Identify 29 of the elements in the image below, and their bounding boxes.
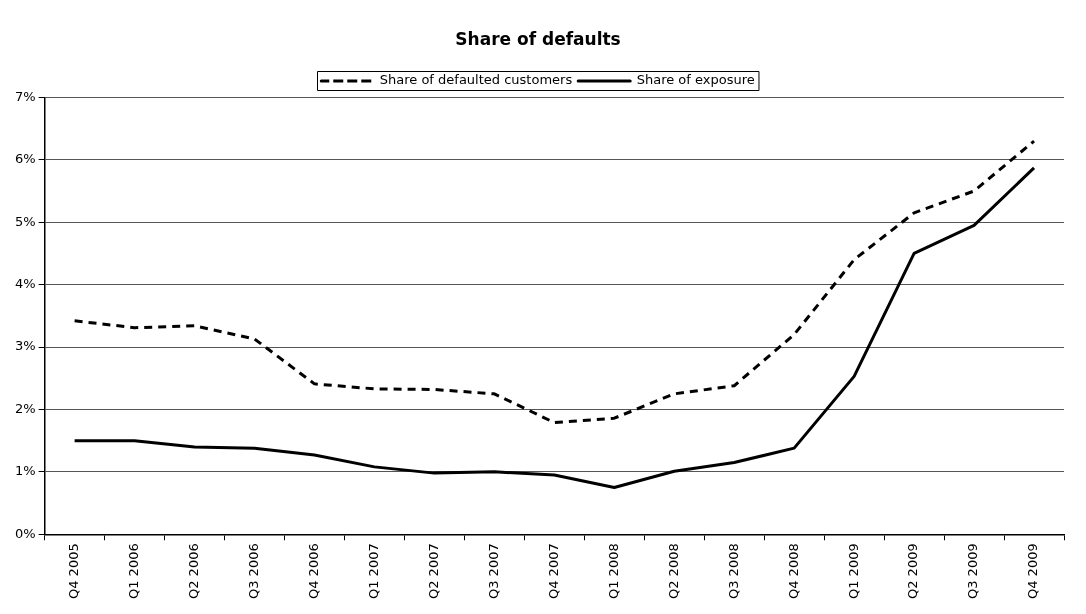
x-tick-label: Q1 2008 <box>605 543 621 600</box>
y-tick-label: 7% <box>15 88 36 104</box>
x-tick-label: Q3 2007 <box>485 543 501 600</box>
x-tick-label: Q2 2008 <box>665 543 681 600</box>
y-tick-label: 1% <box>15 463 36 479</box>
y-tick-label: 2% <box>15 400 36 416</box>
x-tick-label: Q2 2009 <box>905 543 921 600</box>
x-tick-label: Q1 2007 <box>365 543 381 600</box>
x-tick-label: Q4 2008 <box>785 543 801 600</box>
legend-label: Share of defaulted customers <box>379 72 573 88</box>
legend-label: Share of exposure <box>636 72 755 88</box>
x-tick-label: Q1 2009 <box>845 543 861 600</box>
y-tick-label: 3% <box>15 338 36 354</box>
x-tick-label: Q4 2005 <box>65 543 81 600</box>
chart-title: Share of defaults <box>455 28 621 49</box>
x-tick-label: Q2 2007 <box>425 543 441 600</box>
x-tick-label: Q1 2006 <box>125 543 141 600</box>
y-tick-label: 5% <box>15 213 36 229</box>
x-tick-label: Q4 2007 <box>545 543 561 600</box>
x-tick-label: Q4 2009 <box>1025 543 1041 600</box>
line-series <box>73 139 1036 425</box>
y-tick-label: 6% <box>15 151 36 167</box>
x-tick-label: Q3 2009 <box>965 543 981 600</box>
x-tick-label: Q3 2006 <box>245 543 261 600</box>
x-tick-label: Q3 2008 <box>725 543 741 600</box>
x-tick-label: Q2 2006 <box>185 543 201 600</box>
y-tick-label: 0% <box>15 525 36 541</box>
y-tick-label: 4% <box>15 276 36 292</box>
x-tick-label: Q4 2006 <box>305 543 321 600</box>
